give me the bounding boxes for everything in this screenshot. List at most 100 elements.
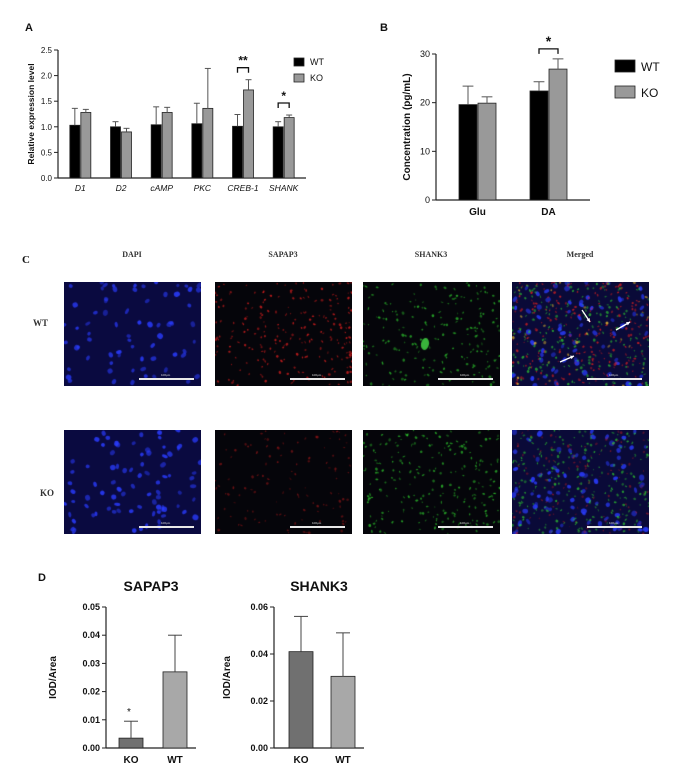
micrograph-image — [64, 282, 201, 386]
legend-label-wt: WT — [310, 57, 324, 67]
x-tick-label: cAMP — [150, 183, 173, 193]
scale-bar-label: 100μm — [312, 521, 322, 525]
bar-ko-shank — [283, 117, 295, 179]
y-tick-label: 0.05 — [82, 602, 100, 612]
y-tick-label: 0.5 — [41, 148, 53, 157]
y-tick-label: 0.01 — [82, 715, 100, 725]
micrograph-wt-sapap3: 100μm — [215, 282, 352, 386]
x-tick-label: Glu — [469, 207, 486, 218]
micrograph-image — [64, 430, 201, 534]
legend-swatch-ko — [293, 73, 305, 83]
bar-ko-d2 — [121, 131, 132, 179]
scale-bar-label: 100μm — [460, 521, 470, 525]
y-axis-label-A: Relative expression level — [26, 63, 36, 164]
y-tick-label: 0.00 — [82, 743, 100, 753]
y-axis-label-D2: IOD/Area — [222, 656, 233, 699]
micrograph-image — [215, 430, 352, 534]
significance-marker: * — [127, 707, 131, 718]
scale-bar — [587, 526, 642, 528]
micrograph-ko-dapi: 100μm — [64, 430, 201, 534]
micrograph-ko-sapap3: 100μm — [215, 430, 352, 534]
legend-label-ko: KO — [310, 73, 323, 83]
significance-marker: * — [281, 89, 286, 103]
bar-wt-D1 — [162, 671, 188, 749]
x-tick-label: WT — [335, 755, 351, 766]
bar-wt-d1 — [69, 124, 81, 179]
scale-bar-label: 100μm — [609, 521, 619, 525]
scale-bar — [290, 526, 345, 528]
micrograph-wt-dapi: 100μm — [64, 282, 201, 386]
y-tick-label: 0.02 — [82, 687, 100, 697]
y-tick-label: 0.04 — [250, 649, 268, 659]
significance-bracket — [277, 102, 290, 109]
significance-bracket — [538, 48, 559, 54]
scale-bar-label: 100μm — [161, 373, 171, 377]
y-tick-label: 10 — [420, 146, 430, 156]
chart-title-D2: SHANK3 — [290, 578, 348, 594]
bar-ko-D1 — [118, 737, 144, 749]
x-tick-label: KO — [294, 755, 309, 766]
bar-wt-da — [529, 90, 549, 201]
microscopy-column-label-dapi: DAPI — [122, 250, 142, 259]
bar-wt-creb-1 — [232, 125, 243, 179]
micrograph-image — [512, 282, 649, 386]
microscopy-row-label-ko: KO — [40, 488, 55, 498]
y-tick-label: 2.5 — [41, 46, 53, 55]
panel-label-a: A — [25, 22, 33, 34]
legend-label-ko: KO — [641, 86, 658, 100]
panel-label-c: C — [22, 254, 30, 266]
y-tick-label: 30 — [420, 49, 430, 59]
bar-wt-shank — [272, 126, 284, 179]
y-tick-label: 1.5 — [41, 97, 53, 106]
y-tick-label: 0.02 — [250, 696, 268, 706]
y-tick-label: 2.0 — [41, 72, 53, 81]
legend-swatch-wt — [293, 57, 305, 67]
microscopy-column-label-shank3: SHANK3 — [414, 250, 448, 259]
micrograph-image — [363, 430, 500, 534]
bar-wt-glu — [458, 104, 478, 201]
bar-ko-pkc — [202, 107, 214, 179]
bar-ko-camp — [161, 112, 173, 179]
y-tick-label: 0.00 — [250, 743, 268, 753]
scale-bar — [438, 526, 493, 528]
panel-label-d: D — [38, 572, 46, 584]
y-axis-label-D1: IOD/Area — [48, 656, 59, 699]
y-tick-label: 0.04 — [82, 630, 100, 640]
bar-wt-camp — [150, 124, 162, 179]
legend-swatch-wt — [614, 59, 636, 73]
y-tick-label: 20 — [420, 98, 430, 108]
x-tick-label: D2 — [116, 183, 127, 193]
x-tick-label: PKC — [194, 183, 212, 193]
panel-label-b: B — [380, 22, 388, 34]
x-tick-label: WT — [167, 755, 183, 766]
y-tick-label: 0.06 — [250, 602, 268, 612]
scale-bar-label: 100μm — [161, 521, 171, 525]
scale-bar-label: 100μm — [312, 373, 322, 377]
x-tick-label: D1 — [75, 183, 86, 193]
significance-bracket — [236, 67, 250, 73]
microscopy-column-label-merged: Merged — [566, 250, 594, 259]
significance-marker: ** — [238, 54, 248, 68]
micrograph-ko-shank3: 100μm — [363, 430, 500, 534]
bar-wt-D2 — [330, 675, 356, 749]
scale-bar — [139, 378, 194, 380]
scale-bar-label: 100μm — [609, 373, 619, 377]
annotation-arrows — [559, 309, 631, 363]
microscopy-row-label-wt: WT — [33, 318, 49, 328]
arrowhead-icon — [570, 355, 574, 360]
y-tick-label: 1.0 — [41, 123, 53, 132]
micrograph-wt-merged: 100μm — [512, 282, 649, 386]
x-tick-label: CREB-1 — [227, 183, 258, 193]
bar-wt-d2 — [110, 126, 121, 179]
scale-bar — [290, 378, 345, 380]
bar-ko-da — [548, 68, 568, 201]
arrowhead-icon — [626, 322, 630, 326]
scale-bar — [438, 378, 493, 380]
microscopy-column-label-sapap3: SAPAP3 — [268, 250, 298, 259]
micrograph-image — [215, 282, 352, 386]
bar-ko-D2 — [288, 651, 314, 749]
chart-title-D1: SAPAP3 — [124, 578, 179, 594]
scale-bar — [139, 526, 194, 528]
y-tick-label: 0 — [425, 195, 430, 205]
